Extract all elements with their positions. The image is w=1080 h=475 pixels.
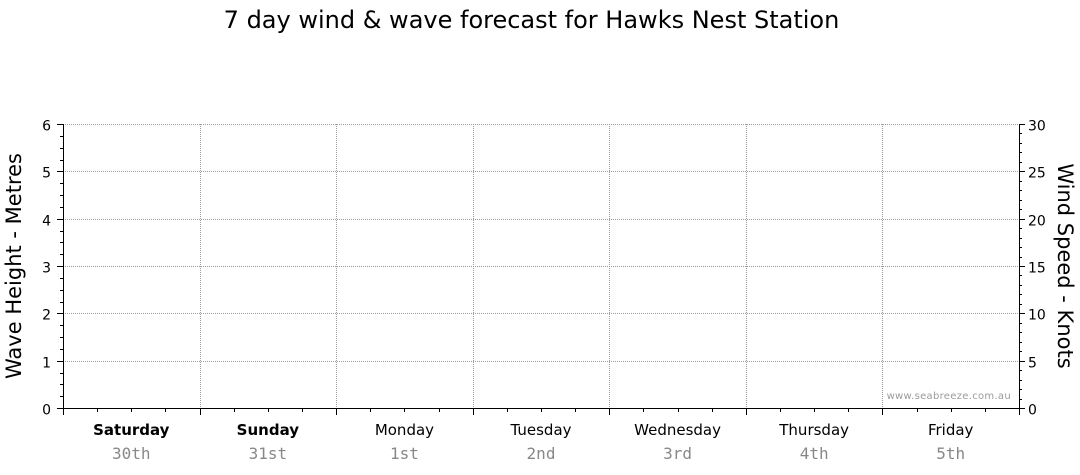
date-label: 3rd [663, 444, 692, 463]
day-label: Monday [375, 421, 434, 439]
y-right-tick-label: 5 [1028, 356, 1037, 372]
day-label: Wednesday [634, 421, 721, 439]
y-right-tick-label: 30 [1028, 119, 1046, 135]
axis-layer [57, 124, 1025, 415]
y-left-tick-label: 3 [42, 261, 51, 277]
y-left-tick-label: 0 [42, 403, 51, 419]
y-left-tick-label: 2 [42, 308, 51, 324]
y-left-axis-label: Wave Height - Metres [2, 153, 26, 379]
y-right-tick-label: 0 [1028, 403, 1037, 419]
day-label: Sunday [237, 421, 300, 439]
y-right-tick-label: 10 [1028, 308, 1046, 324]
y-left-tick-label: 1 [42, 356, 51, 372]
date-label: 1st [390, 444, 419, 463]
y-right-tick-label: 25 [1028, 166, 1046, 182]
date-label: 4th [800, 444, 829, 463]
day-label: Saturday [93, 421, 170, 439]
date-label: 30th [112, 444, 151, 463]
y-right-tick-label: 20 [1028, 214, 1046, 230]
y-left-tick-label: 6 [42, 119, 51, 135]
y-right-axis-label: Wind Speed - Knots [1053, 163, 1077, 368]
day-label: Thursday [778, 421, 849, 439]
grid-layer [63, 124, 1019, 408]
label-layer: 0 1 2 3 4 5 6 0 5 10 15 20 25 30 Saturday 30th Sunday 31s… [42, 119, 1046, 464]
day-label: Friday [928, 421, 974, 439]
date-label: 2nd [527, 444, 556, 463]
day-label: Tuesday [509, 421, 571, 439]
y-right-tick-label: 15 [1028, 261, 1046, 277]
date-label: 31st [249, 444, 288, 463]
date-label: 5th [936, 444, 965, 463]
y-left-tick-label: 5 [42, 166, 51, 182]
watermark: www.seabreeze.com.au [886, 391, 1011, 402]
chart-title: 7 day wind & wave forecast for Hawks Nes… [223, 6, 840, 34]
y-left-tick-label: 4 [42, 214, 51, 230]
